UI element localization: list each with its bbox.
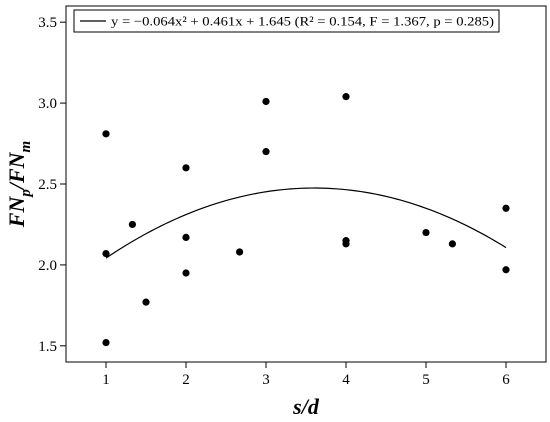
data-point bbox=[448, 240, 456, 248]
data-point bbox=[502, 266, 510, 274]
x-tick-label: 3 bbox=[262, 372, 270, 388]
data-point bbox=[102, 249, 110, 258]
legend: y = −0.064x² + 0.461x + 1.645 (R² = 0.15… bbox=[73, 9, 500, 33]
y-title-sub-p: p bbox=[18, 189, 34, 199]
y-tick-label: 1.5 bbox=[38, 339, 57, 355]
x-tick-label: 5 bbox=[422, 372, 430, 388]
x-tick-label: 2 bbox=[182, 372, 190, 388]
data-point bbox=[262, 97, 270, 106]
x-tick-label: 4 bbox=[342, 372, 350, 388]
x-tick-label: 6 bbox=[502, 372, 510, 388]
y-title-sub-m: m bbox=[18, 141, 34, 153]
data-point bbox=[102, 338, 110, 347]
legend-box bbox=[73, 9, 500, 33]
y-title-slash: /FN bbox=[4, 151, 29, 191]
legend-label: y = −0.064x² + 0.461x + 1.645 (R² = 0.15… bbox=[111, 14, 494, 29]
y-axis-ticks: 1.5 2.0 2.5 3.0 3.5 bbox=[38, 15, 66, 355]
y-tick-label: 2.0 bbox=[38, 258, 57, 274]
data-point bbox=[342, 240, 350, 248]
data-point bbox=[182, 164, 190, 172]
data-point bbox=[142, 298, 150, 306]
data-point bbox=[182, 233, 190, 241]
plot-frame bbox=[65, 5, 547, 363]
x-tick-label: 1 bbox=[102, 372, 110, 388]
x-axis-title: s/d bbox=[292, 394, 320, 419]
data-point bbox=[422, 228, 430, 237]
data-point bbox=[262, 148, 270, 156]
y-tick-label: 3.5 bbox=[38, 15, 57, 31]
x-axis-ticks: 1 2 3 4 5 6 bbox=[102, 362, 510, 388]
data-point bbox=[342, 93, 350, 101]
data-points bbox=[102, 93, 510, 347]
data-point bbox=[102, 130, 110, 138]
y-tick-label: 3.0 bbox=[38, 96, 57, 112]
data-point bbox=[128, 220, 136, 229]
data-point bbox=[182, 269, 190, 277]
y-title-fn-1: FN bbox=[4, 196, 29, 229]
fit-curve bbox=[105, 187, 507, 259]
data-point bbox=[236, 248, 244, 256]
data-point bbox=[502, 204, 510, 212]
y-tick-label: 2.5 bbox=[38, 177, 57, 193]
y-axis-title: FNp/FNm bbox=[4, 141, 34, 228]
